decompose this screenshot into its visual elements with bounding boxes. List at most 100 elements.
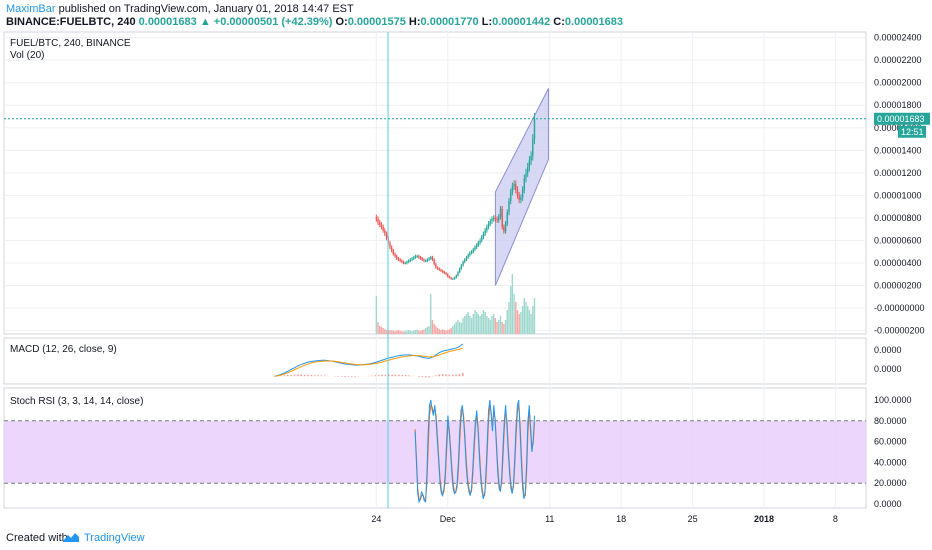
volume-bar (394, 331, 396, 334)
price-axis[interactable]: 0.00002400 0.00002200 0.00002000 0.00001800… (874, 33, 925, 336)
price-tick-label: 0.00000800 (874, 213, 922, 223)
signal-line (274, 347, 463, 377)
volume-bar (520, 312, 522, 334)
time-tick-label: 8 (833, 514, 838, 524)
volume-bar (438, 329, 440, 334)
candle-body (411, 258, 413, 260)
candle-body (380, 224, 383, 227)
volume-bar (491, 316, 493, 334)
low-label: L: (481, 16, 493, 28)
volume-bar (413, 330, 415, 334)
volume-bar (479, 316, 481, 334)
volume-bar (513, 294, 515, 334)
candle-body (435, 264, 437, 268)
candle-body (532, 139, 534, 156)
rsi-pane-title: Stoch RSI (3, 3, 14, 14, close) (10, 396, 143, 407)
candle-body (472, 249, 474, 252)
publish-text: published on TradingView.com, January 01… (55, 3, 354, 15)
price-tick-label: 0.00001600 (874, 123, 922, 133)
candle-body (486, 226, 488, 231)
candle-body (526, 167, 529, 173)
candle-body (447, 274, 449, 277)
macd-line (274, 343, 464, 377)
price-tick-label: 0.00000600 (874, 235, 922, 245)
candle-body (409, 259, 412, 261)
candle-body (406, 261, 408, 264)
volume-bar (458, 322, 461, 334)
low-value: 0.00001442 (492, 16, 551, 28)
volume-bar (423, 329, 425, 334)
volume-bars (375, 274, 536, 334)
channel-shape (494, 88, 549, 286)
candle-body (530, 155, 532, 161)
candle-body (440, 269, 442, 271)
candle-body (487, 223, 490, 227)
volume-bar (477, 314, 480, 334)
volume-bar (426, 326, 429, 334)
price-channel[interactable] (494, 88, 549, 286)
macd-pane-title: MACD (12, 26, close, 9) (10, 344, 117, 355)
macd-axis: 0.0000 0.0000 (874, 345, 902, 374)
volume-bar (396, 330, 398, 334)
candle-body (516, 189, 519, 196)
time-badge-bg (898, 125, 926, 138)
macd-tick-label: 0.0000 (874, 345, 902, 355)
candle-body (407, 260, 410, 262)
price-change: +0.00000501 (+42.39%) (213, 16, 333, 28)
candle-body (477, 242, 480, 245)
volume-bar (382, 328, 384, 334)
candle-body (426, 259, 429, 261)
volume-bar (499, 316, 502, 334)
vol-pane-title: Vol (20) (10, 50, 44, 61)
volume-bar (460, 322, 463, 334)
volume-bar (506, 310, 508, 334)
candle-body (455, 275, 457, 278)
candle-body (515, 184, 517, 190)
candle-body (438, 268, 440, 270)
candle-body (467, 255, 469, 258)
volume-bar (532, 306, 534, 334)
candle-body (441, 270, 444, 273)
volume-bar (441, 329, 444, 334)
volume-bar (528, 310, 531, 334)
volume-bar (516, 310, 519, 334)
candle-body (492, 217, 495, 220)
volume-bar (430, 294, 432, 334)
volume-bar (436, 328, 439, 334)
volume-bar (467, 312, 469, 334)
candle-body (498, 216, 500, 221)
volume-bar (407, 330, 410, 334)
candle-body (520, 197, 522, 200)
candle-body (503, 226, 505, 232)
rsi-band (4, 420, 866, 484)
rsi-tick-label: 20.0000 (874, 478, 907, 488)
candle-body (402, 261, 405, 264)
candle-body (452, 278, 454, 280)
volume-bar (470, 318, 473, 334)
volume-bar (419, 330, 422, 334)
author-link[interactable]: MaximBar (6, 3, 56, 15)
macd-tick-label: 0.0000 (874, 364, 902, 374)
chart-area[interactable]: FUEL/BTC, 240, BINANCE Vol (20) MACD (12… (0, 30, 932, 526)
tradingview-link[interactable]: TradingView (84, 532, 145, 544)
volume-bar (465, 314, 468, 334)
volume-bar (402, 331, 405, 334)
time-axis[interactable]: 24 Dec 11 18 25 2018 8 (371, 514, 838, 524)
rsi-tick-label: 60.0000 (874, 437, 907, 447)
volume-bar (447, 330, 449, 334)
price-tick-label: 0.00001000 (874, 190, 922, 200)
candle-body (518, 195, 520, 200)
footer: Created with TradingView (0, 526, 932, 550)
volume-bar (498, 320, 500, 334)
volume-bar (390, 330, 393, 334)
chart-header: MaximBar published on TradingView.com, J… (0, 0, 932, 30)
volume-bar (509, 286, 512, 334)
candle-body (511, 186, 514, 193)
macd-pane-frame (3, 337, 867, 385)
price-badge: 0.00001683 (877, 114, 925, 124)
candle-body (489, 221, 491, 224)
volume-bar (435, 326, 437, 334)
candle-body (469, 252, 471, 256)
volume-bar (453, 324, 456, 334)
candle-body (385, 233, 388, 239)
